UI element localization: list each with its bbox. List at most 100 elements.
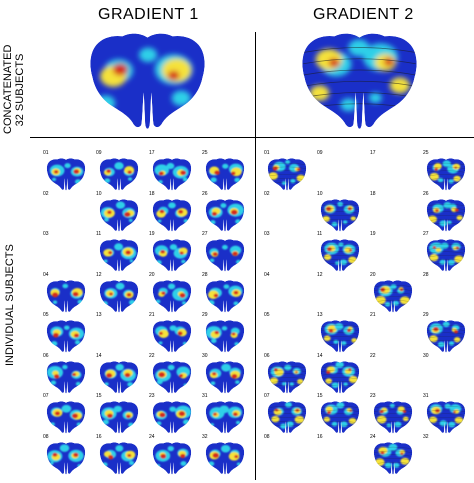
subject-flatmap — [99, 158, 139, 191]
subject-cell: 08 — [264, 434, 322, 477]
subject-number: 24 — [149, 433, 155, 440]
subject-cell: 23 — [149, 394, 207, 436]
subject-number: 20 — [370, 271, 376, 278]
subject-number: 06 — [43, 352, 49, 359]
subject-cell: 29 — [423, 313, 474, 355]
subject-cell: 29 — [202, 313, 260, 355]
subject-cell: 12 — [317, 272, 375, 315]
subject-cell: 04 — [264, 271, 322, 315]
subject-cell: 27 — [202, 232, 260, 274]
gradient-2-concatenated-map — [297, 30, 422, 130]
subject-cell: 10 — [317, 191, 375, 234]
subject-cell: 07 — [264, 394, 322, 436]
subject-cell: 21 — [370, 313, 428, 355]
subject-number: 28 — [202, 271, 208, 278]
subject-flatmap — [46, 401, 86, 434]
subject-number: 02 — [43, 190, 49, 197]
subject-flatmap — [152, 401, 192, 434]
subject-number: 13 — [96, 312, 102, 318]
subject-number: 03 — [43, 231, 49, 237]
subject-flatmap — [152, 441, 192, 474]
subject-cell: 14 — [317, 353, 375, 396]
subject-cell: 15 — [317, 394, 375, 436]
subject-flatmap — [99, 279, 139, 312]
subject-flatmap — [267, 360, 307, 393]
subject-cell: 26 — [202, 190, 260, 234]
subject-cell: 12 — [96, 272, 154, 315]
subject-flatmap — [426, 158, 466, 191]
subject-flatmap — [320, 401, 360, 434]
subject-flatmap — [99, 239, 139, 272]
subject-cell: 25 — [423, 151, 474, 193]
subject-flatmap — [205, 360, 245, 393]
subject-number: 26 — [202, 190, 208, 197]
subject-number: 10 — [96, 190, 102, 197]
subject-cell: 09 — [96, 151, 154, 193]
subject-cell: 11 — [96, 232, 154, 274]
subject-number: 01 — [43, 150, 49, 156]
subject-cell: 24 — [149, 433, 207, 477]
subject-number: 25 — [423, 150, 429, 156]
subject-cell: 32 — [423, 434, 474, 477]
subject-number: 22 — [149, 352, 155, 359]
subject-number: 09 — [96, 150, 102, 156]
subject-number: 14 — [96, 352, 102, 359]
subject-cell: 17 — [149, 151, 207, 193]
subject-number: 11 — [317, 231, 323, 237]
subject-flatmap — [205, 279, 245, 312]
subject-number: 05 — [264, 312, 270, 318]
subject-number: 29 — [423, 312, 429, 318]
subject-flatmap — [320, 320, 360, 353]
horizontal-divider — [30, 137, 474, 138]
subject-number: 11 — [96, 231, 102, 237]
subject-number: 21 — [370, 312, 376, 318]
subject-flatmap — [373, 401, 413, 434]
subject-flatmap — [320, 198, 360, 231]
subject-flatmap — [205, 198, 245, 231]
subject-cell: 20 — [149, 272, 207, 315]
subject-cell: 26 — [423, 191, 474, 234]
subject-cell: 30 — [423, 353, 474, 396]
subject-number: 09 — [317, 150, 323, 156]
subject-number: 25 — [202, 150, 208, 156]
subject-flatmap — [99, 401, 139, 434]
subject-flatmap — [99, 198, 139, 231]
subject-number: 19 — [149, 231, 155, 237]
subject-number: 04 — [43, 271, 49, 278]
subject-flatmap — [152, 279, 192, 312]
subject-number: 29 — [202, 312, 208, 318]
subject-number: 28 — [423, 271, 429, 278]
subject-cell: 11 — [317, 232, 375, 274]
gradient-2-title: GRADIENT 2 — [313, 6, 414, 23]
concatenated-row-label: CONCATENATED 32 SUBJECTS — [2, 45, 26, 134]
subject-flatmap — [373, 279, 413, 312]
subject-number: 19 — [370, 231, 376, 237]
subject-number: 04 — [264, 271, 270, 278]
subject-number: 17 — [149, 150, 155, 156]
subject-flatmap — [152, 158, 192, 191]
subject-cell: 24 — [370, 434, 428, 477]
subject-number: 08 — [43, 433, 49, 440]
subject-cell: 22 — [149, 352, 207, 396]
subject-flatmap — [46, 360, 86, 393]
subject-flatmap — [320, 360, 360, 393]
gradient-1-concatenated-map — [85, 30, 210, 130]
subject-flatmap — [205, 320, 245, 353]
subject-cell: 21 — [149, 313, 207, 355]
subject-number: 31 — [423, 393, 429, 399]
subject-cell: 28 — [423, 271, 474, 315]
subject-number: 31 — [202, 393, 208, 399]
subject-number: 02 — [264, 190, 270, 197]
subject-cell: 23 — [370, 394, 428, 436]
subject-cell: 22 — [370, 353, 428, 396]
subject-cell: 01 — [43, 151, 101, 193]
subject-number: 06 — [264, 352, 270, 359]
subject-cell: 02 — [43, 190, 101, 234]
subject-number: 32 — [202, 433, 208, 440]
subject-flatmap — [152, 198, 192, 231]
individual-row-label: INDIVIDUAL SUBJECTS — [4, 244, 16, 366]
subject-cell: 19 — [370, 232, 428, 274]
subject-flatmap — [426, 198, 466, 231]
subject-flatmap — [152, 320, 192, 353]
